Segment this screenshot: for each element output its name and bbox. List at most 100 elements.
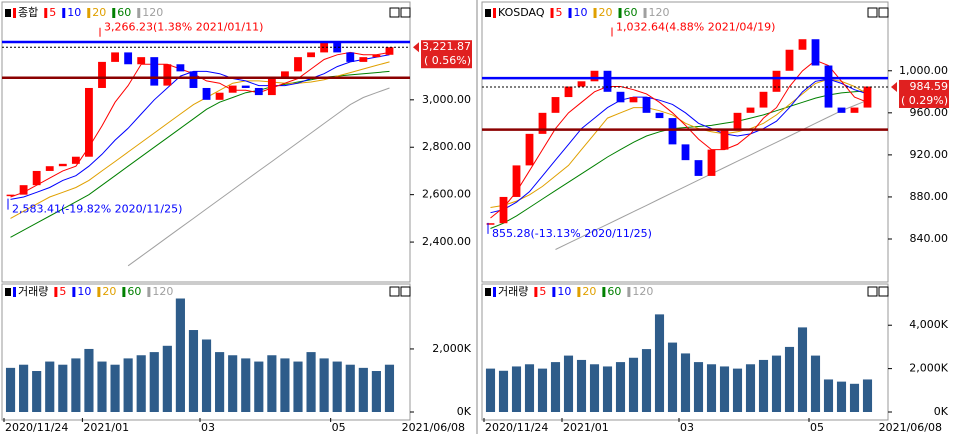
window-button[interactable] <box>867 7 878 18</box>
volume-bar <box>254 361 264 412</box>
volume-bar <box>358 367 368 412</box>
volume-bar <box>628 357 639 412</box>
candle <box>45 166 54 171</box>
candle <box>525 133 534 166</box>
volume-bar <box>511 366 522 412</box>
window-button[interactable] <box>389 7 400 18</box>
volume-bar <box>836 381 847 412</box>
candle <box>499 196 508 224</box>
legend-label: 120 <box>142 6 163 19</box>
candle <box>551 97 560 113</box>
current-price-box <box>421 40 472 69</box>
legend-label: 10 <box>557 285 571 298</box>
volume-bar <box>371 371 381 412</box>
candle <box>681 144 690 161</box>
legend-swatch <box>568 8 572 18</box>
extreme-annotation: 2,583.41(-19.82% 2020/11/25) <box>12 203 182 216</box>
x-tick-label: 03 <box>201 421 215 434</box>
volume-bar <box>267 355 277 412</box>
candle <box>307 52 315 58</box>
candle <box>241 85 250 88</box>
volume-bar <box>241 358 251 412</box>
candle <box>228 85 237 93</box>
legend-swatch <box>72 287 76 297</box>
chart-title: 거래량 <box>18 285 48 298</box>
legend-label: 5 <box>59 285 66 298</box>
candle <box>71 156 80 164</box>
title-marker <box>493 287 496 297</box>
title-marker <box>13 8 16 18</box>
legend-label: 60 <box>624 6 638 19</box>
volume-bar <box>550 362 561 412</box>
window-button[interactable] <box>389 286 400 297</box>
extreme-annotation: 3,266.23(1.38% 2021/01/11) <box>104 21 263 34</box>
volume-bar <box>524 364 535 412</box>
candle <box>590 70 599 82</box>
volume-bar <box>537 368 548 412</box>
x-tick-label: 2020/11/24 <box>5 421 68 434</box>
change-label: ( 0.29%) <box>901 94 948 107</box>
volume-bar <box>810 355 821 412</box>
volume-bar <box>201 339 212 412</box>
volume-bar <box>110 364 120 412</box>
volume-bar <box>719 366 730 412</box>
candle <box>163 64 172 86</box>
moving-average-line <box>10 61 390 219</box>
volume-bar <box>576 359 587 412</box>
legend-swatch <box>643 8 647 18</box>
x-tick-label: 2020/11/24 <box>485 421 548 434</box>
candle <box>85 87 93 157</box>
volume-bar <box>602 366 613 412</box>
volume-bar <box>641 349 652 412</box>
volume-bar <box>293 361 303 412</box>
volume-bar <box>188 330 199 412</box>
y-tick-label: 4,000K <box>909 318 948 331</box>
legend-swatch <box>112 8 116 18</box>
candle <box>837 107 846 113</box>
legend-swatch <box>550 8 554 18</box>
legend-swatch <box>62 8 66 18</box>
candle <box>720 128 729 150</box>
candle <box>564 86 573 98</box>
window-button[interactable] <box>400 286 411 297</box>
volume-bar <box>84 348 94 412</box>
volume-bar <box>823 379 834 412</box>
volume-bar <box>149 352 159 412</box>
volume-bar <box>784 346 795 412</box>
candle <box>746 107 755 113</box>
volume-bar <box>19 364 29 412</box>
window-button[interactable] <box>400 7 411 18</box>
legend-swatch <box>618 8 622 18</box>
candle <box>372 54 381 58</box>
candle <box>32 170 41 186</box>
legend-label: 5 <box>556 6 563 19</box>
window-button[interactable] <box>878 286 889 297</box>
volume-bar <box>228 355 238 412</box>
candle <box>863 86 872 108</box>
volume-bar <box>758 359 769 412</box>
volume-bar <box>97 361 107 412</box>
candle <box>385 47 394 55</box>
volume-bar <box>32 371 42 412</box>
y-tick-label: 0K <box>457 405 472 418</box>
volume-bar <box>706 364 717 412</box>
volume-bar <box>71 358 81 412</box>
extreme-annotation: 1,032.64(4.88% 2021/04/19) <box>616 20 775 33</box>
candle <box>733 112 742 129</box>
volume-bar <box>319 358 329 412</box>
legend-label: 10 <box>574 6 588 19</box>
candle <box>668 118 677 145</box>
volume-bar <box>136 355 146 412</box>
window-button[interactable] <box>867 286 878 297</box>
y-tick-label: 840.00 <box>910 232 949 245</box>
candle <box>707 149 716 176</box>
candle <box>694 160 703 176</box>
window-button[interactable] <box>878 7 889 18</box>
candle <box>616 91 625 103</box>
candle <box>850 107 859 113</box>
moving-average-line <box>490 59 868 219</box>
volume-bar <box>345 364 355 412</box>
legend-label: 20 <box>599 6 613 19</box>
candle <box>6 194 15 197</box>
legend-label: 20 <box>102 285 116 298</box>
